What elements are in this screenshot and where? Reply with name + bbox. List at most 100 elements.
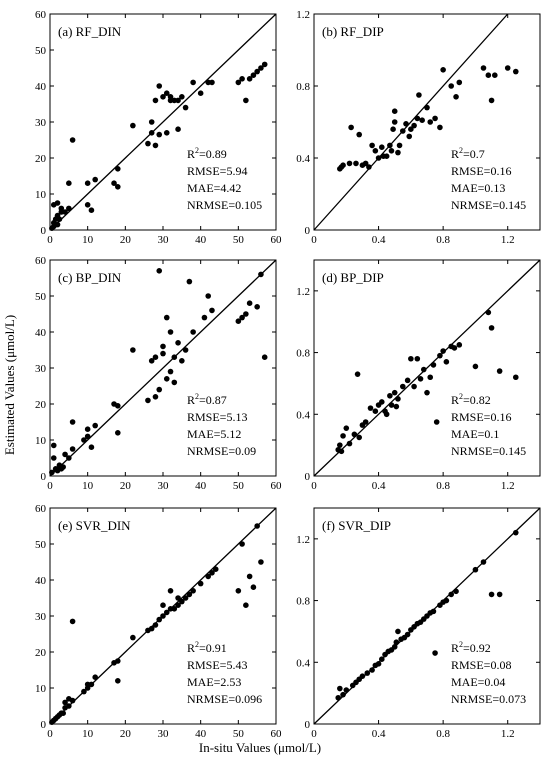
- data-point: [480, 559, 487, 565]
- data-point: [364, 670, 371, 676]
- stat-label: NRMSE=0.145: [451, 444, 526, 458]
- data-point: [408, 355, 414, 362]
- data-point: [388, 402, 395, 408]
- data-point: [167, 368, 174, 375]
- data-point: [424, 389, 430, 396]
- data-point: [369, 667, 375, 673]
- x-tick-label: 0: [311, 234, 317, 246]
- panel-4: 0 0.4 0.8 1.2 0 0.4 0.8 1.2 (d) BP_DIP R2=0.82 RMS…: [296, 259, 541, 492]
- data-point: [167, 329, 174, 335]
- data-point: [387, 392, 393, 399]
- y-tick-label: 1.2: [296, 9, 310, 21]
- data-point: [448, 591, 455, 598]
- data-point: [246, 76, 253, 82]
- data-point: [179, 94, 185, 100]
- data-point: [432, 115, 438, 122]
- y-tick-label: 60: [35, 255, 47, 267]
- data-point: [472, 363, 479, 370]
- panel-5: 0 10 20 30 40 50 60 0 10 20 30 40 50 60 (e) SVR_DIN R2=…: [35, 503, 282, 740]
- data-point: [250, 584, 257, 590]
- data-point: [366, 164, 372, 170]
- data-point: [148, 358, 155, 364]
- data-point: [451, 345, 458, 351]
- data-point: [69, 446, 76, 452]
- panel-1: 0 10 20 30 40 50 60 0 10 20 30 40 50 60 (a) RF_DIN R2=0…: [35, 9, 282, 246]
- stat-label: RMSE=0.16: [451, 410, 511, 424]
- stat-label: NRMSE=0.096: [187, 692, 262, 706]
- data-point: [50, 455, 57, 461]
- y-tick-label: 0.4: [296, 657, 310, 669]
- data-point: [456, 342, 463, 348]
- data-point: [56, 216, 63, 222]
- data-point: [152, 354, 159, 361]
- stat-label: R2=0.91: [187, 640, 227, 655]
- data-point: [175, 595, 181, 601]
- y-tick-label: 0: [41, 719, 47, 731]
- data-point: [66, 205, 72, 212]
- data-point: [163, 90, 170, 96]
- data-point: [335, 694, 342, 701]
- x-tick-label: 50: [233, 728, 245, 740]
- x-tick-label: 20: [120, 728, 132, 740]
- data-point: [81, 437, 87, 443]
- data-point: [88, 207, 95, 213]
- data-point: [250, 72, 257, 78]
- data-point: [391, 389, 398, 396]
- data-point: [472, 566, 479, 573]
- y-tick-label: 0.8: [296, 596, 310, 608]
- data-point: [148, 625, 155, 632]
- data-point: [375, 661, 382, 667]
- stat-label: RMSE=5.43: [187, 658, 247, 672]
- data-point: [453, 94, 459, 100]
- data-point: [160, 350, 166, 357]
- data-point: [69, 137, 76, 143]
- one-to-one-line: [313, 13, 509, 231]
- data-point: [448, 83, 455, 89]
- data-point: [372, 148, 379, 154]
- data-point: [163, 376, 170, 382]
- y-tick-label: 50: [35, 291, 47, 303]
- data-point: [430, 608, 437, 615]
- y-tick-label: 1.2: [296, 534, 310, 546]
- data-point: [235, 79, 242, 86]
- y-tick-label: 50: [35, 45, 47, 57]
- data-point: [62, 209, 68, 215]
- one-to-one-line: [313, 259, 541, 477]
- data-point: [399, 128, 406, 134]
- data-point: [258, 271, 264, 278]
- data-point: [58, 205, 65, 212]
- stat-label: RMSE=0.16: [451, 164, 511, 178]
- data-point: [437, 124, 443, 131]
- data-point: [175, 602, 181, 608]
- data-point: [351, 431, 358, 438]
- x-tick-label: 0.8: [436, 728, 450, 740]
- data-point: [190, 588, 196, 594]
- panel-3: 0 10 20 30 40 50 60 0 10 20 30 40 50 60 (c) BP_DIN R2=0…: [35, 255, 282, 492]
- data-point: [254, 68, 260, 75]
- data-point: [175, 126, 181, 132]
- data-point: [145, 140, 151, 147]
- x-tick-label: 10: [82, 234, 94, 246]
- data-point: [212, 566, 219, 572]
- data-point: [167, 94, 174, 100]
- data-point: [420, 366, 427, 373]
- x-tick-label: 50: [233, 234, 245, 246]
- x-tick-label: 30: [158, 480, 170, 492]
- data-point: [160, 602, 166, 608]
- stat-label: RMSE=0.08: [451, 658, 511, 672]
- data-point: [343, 687, 350, 693]
- data-point: [488, 325, 495, 331]
- x-tick-label: 0.8: [436, 480, 450, 492]
- data-point: [235, 318, 242, 325]
- data-point: [179, 598, 185, 605]
- data-point: [261, 61, 268, 68]
- data-point: [92, 176, 98, 183]
- data-point: [201, 314, 208, 321]
- y-tick-label: 20: [35, 647, 47, 659]
- x-tick-label: 0.8: [436, 234, 450, 246]
- stat-label: R2=0.87: [187, 392, 227, 407]
- data-point: [443, 597, 450, 604]
- data-point: [504, 65, 511, 71]
- stat-label: MAE=0.04: [451, 675, 505, 689]
